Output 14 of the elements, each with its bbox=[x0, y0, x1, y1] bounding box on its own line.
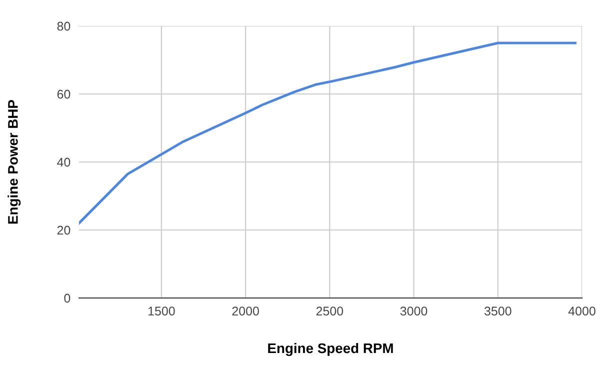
x-tick-label: 1500 bbox=[148, 306, 175, 316]
x-tick-label: 2500 bbox=[316, 306, 344, 316]
y-tick-label: 40 bbox=[57, 158, 70, 167]
y-tick-label: 20 bbox=[57, 226, 70, 235]
x-tick-label: 4000 bbox=[568, 306, 596, 316]
y-tick-label: 0 bbox=[64, 294, 70, 303]
y-tick-label: 60 bbox=[57, 90, 70, 99]
x-tick-label: 3000 bbox=[400, 306, 428, 316]
line-series bbox=[79, 42, 577, 224]
y-tick-label: 80 bbox=[57, 22, 70, 31]
x-tick-label: 3500 bbox=[484, 306, 512, 316]
x-tick-label: 2000 bbox=[232, 306, 259, 316]
x-axis-title: Engine Speed RPM bbox=[268, 342, 393, 356]
y-axis-title: Engine Power BHP bbox=[8, 100, 21, 224]
